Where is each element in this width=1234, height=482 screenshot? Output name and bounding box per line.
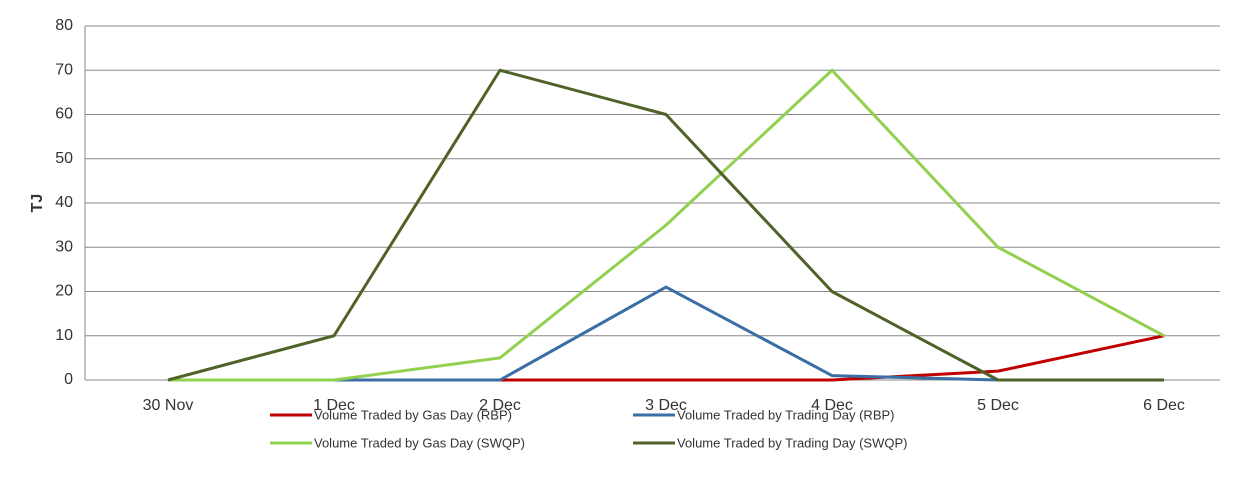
series-line: [168, 68, 1165, 382]
series-line: [168, 285, 1164, 382]
y-tick-label: 80: [55, 17, 73, 34]
y-tick-label: 40: [55, 194, 73, 211]
y-tick-label: 70: [55, 61, 73, 78]
legend-label: Volume Traded by Gas Day (RBP): [314, 407, 512, 422]
x-tick-label: 6 Dec: [1143, 397, 1185, 414]
y-tick-label: 50: [55, 150, 73, 167]
x-tick-label: 3 Dec: [645, 397, 687, 414]
x-tick-label: 4 Dec: [811, 397, 853, 414]
legend: Volume Traded by Gas Day (RBP) Volume Tra…: [270, 407, 907, 450]
y-tick-label: 0: [64, 371, 73, 388]
legend-label: Volume Traded by Gas Day (SWQP): [314, 435, 525, 450]
legend-label: Volume Traded by Trading Day (RBP): [677, 407, 895, 422]
legend-label: Volume Traded by Trading Day (SWQP): [677, 435, 907, 450]
y-tick-label: 60: [55, 106, 73, 123]
series-line: [168, 334, 1165, 382]
x-tick-label: 5 Dec: [977, 397, 1019, 414]
x-tick-label: 2 Dec: [479, 397, 521, 414]
y-axis-label: TJ: [29, 194, 46, 213]
x-tick-label: 1 Dec: [313, 397, 355, 414]
y-tick-label: 20: [55, 283, 73, 300]
y-tick-label: 30: [55, 238, 73, 255]
x-tick-label: 30 Nov: [143, 397, 194, 414]
y-tick-label: 10: [55, 327, 73, 344]
series-line: [167, 68, 1164, 382]
